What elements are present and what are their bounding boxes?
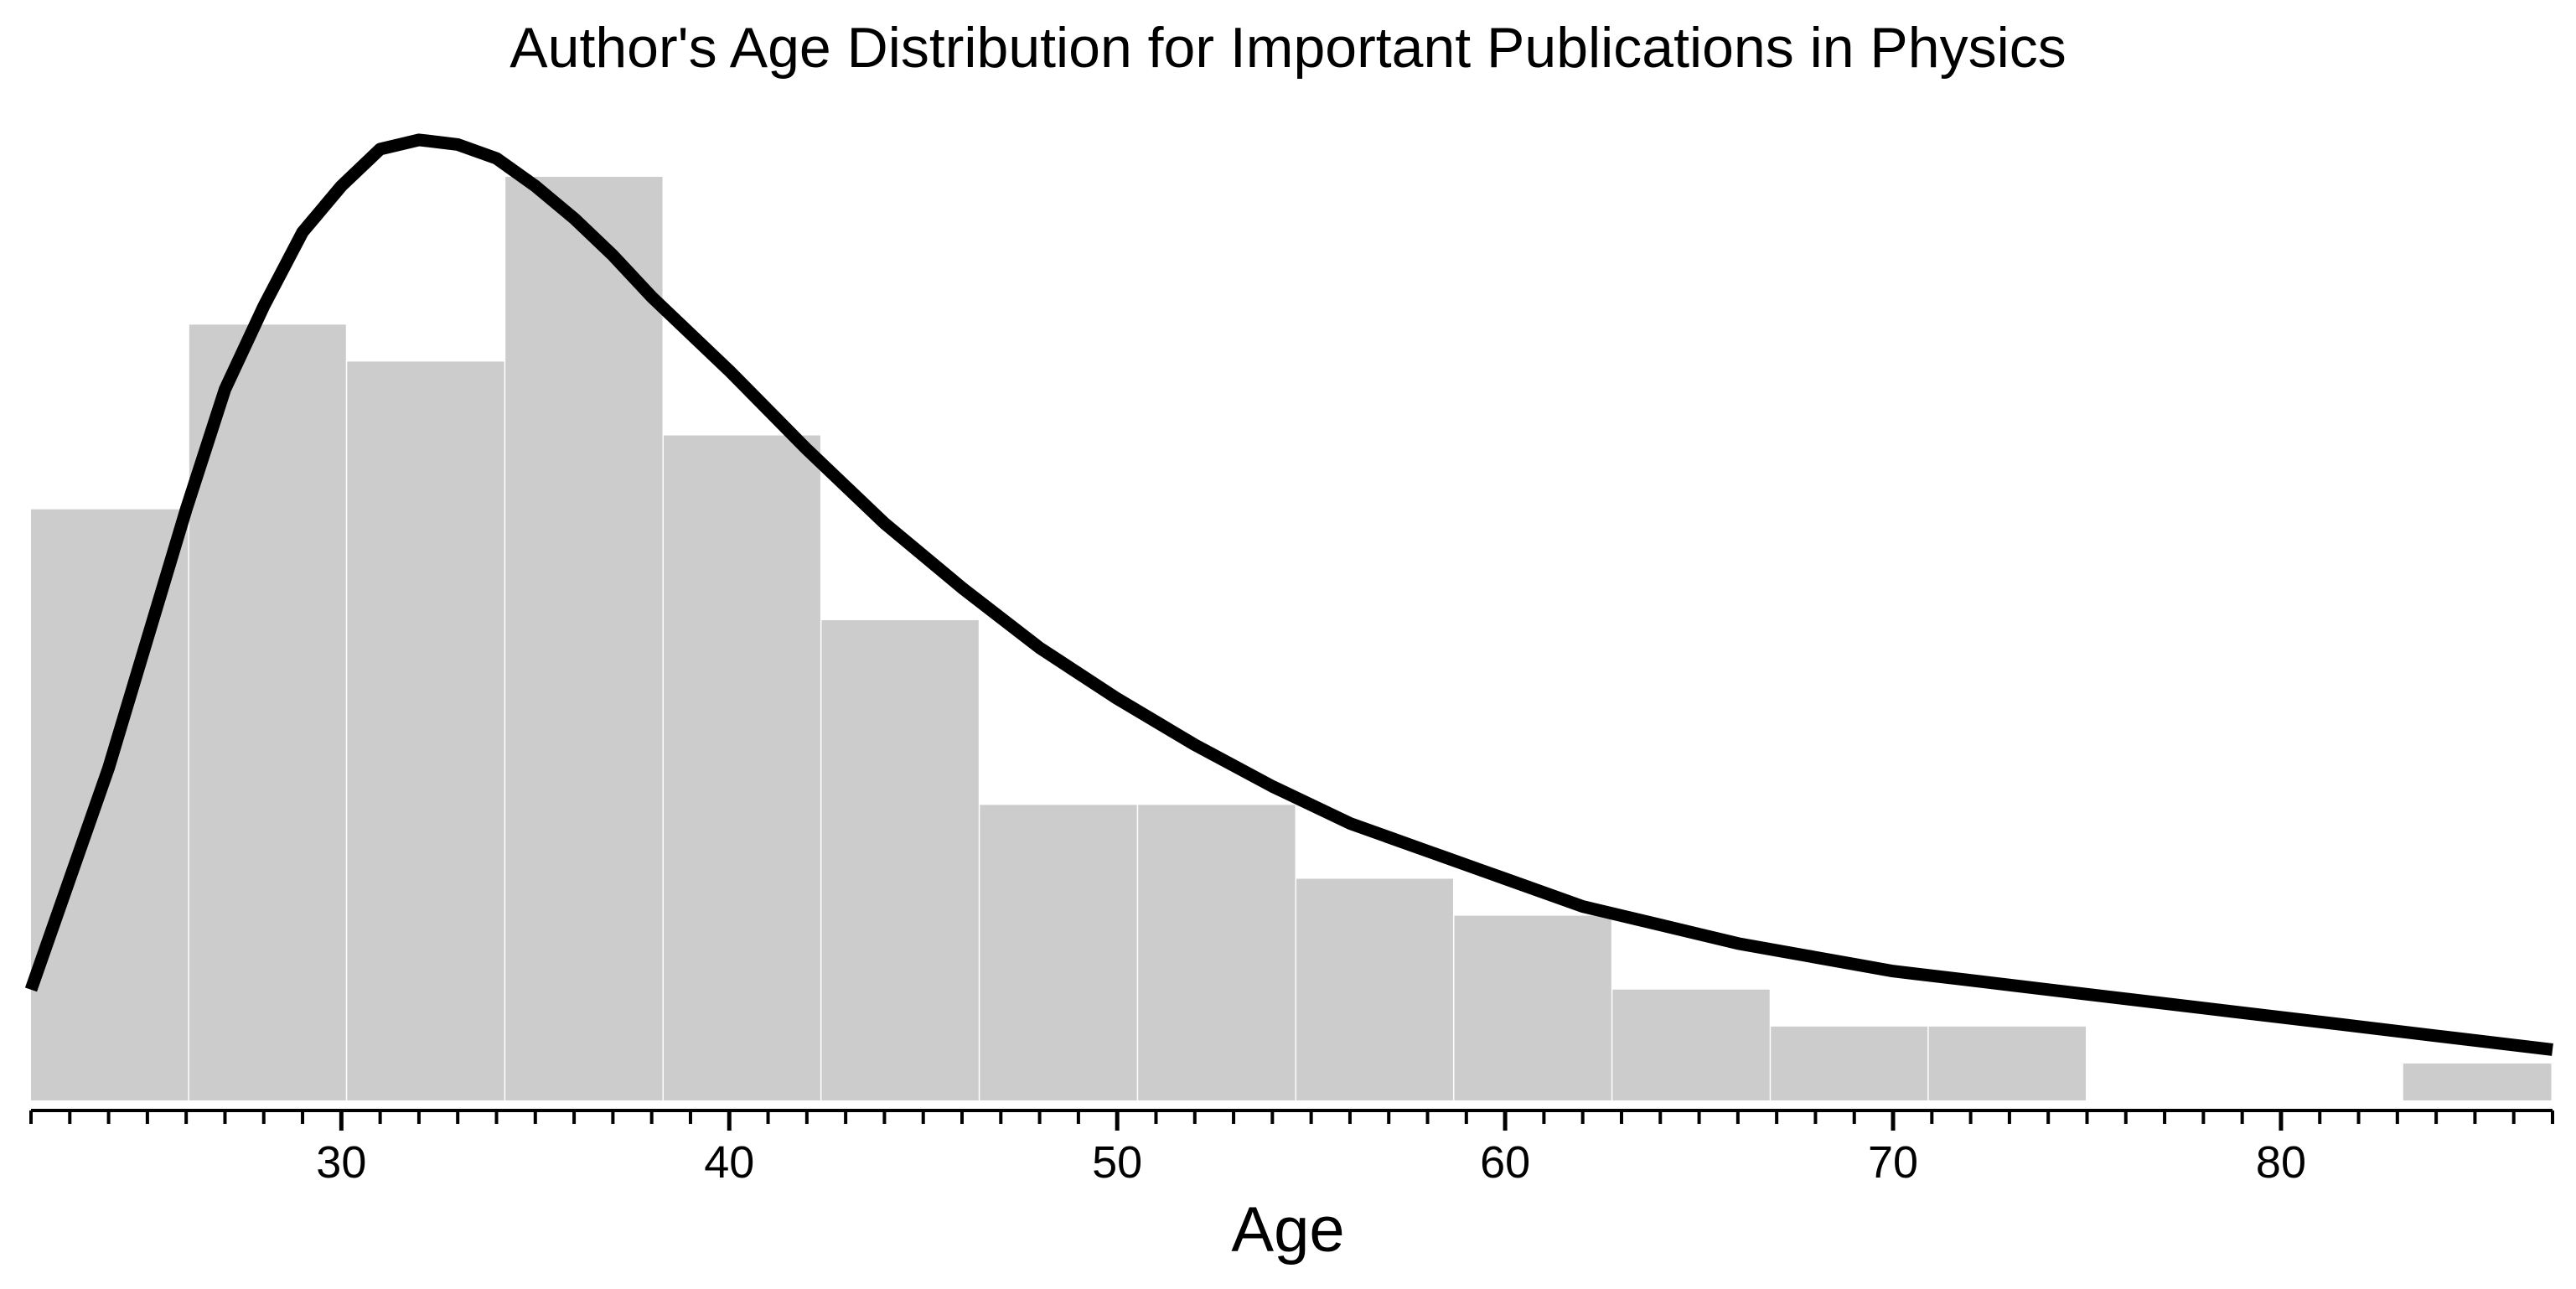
x-axis-label: Age — [1231, 1194, 1344, 1266]
x-tick-label: 70 — [1868, 1137, 1918, 1188]
x-tick-label: 40 — [704, 1137, 754, 1188]
chart-title: Author's Age Distribution for Important … — [510, 16, 2066, 80]
histogram-bar — [1296, 878, 1453, 1100]
histogram-bar — [1771, 1026, 1928, 1100]
x-tick-label: 80 — [2256, 1137, 2306, 1188]
histogram-bar — [1454, 915, 1611, 1100]
histogram-bar — [505, 177, 663, 1100]
histogram-bar — [189, 324, 346, 1100]
x-axis-ticks: 30 40 50 60 70 80 — [29, 1110, 2554, 1188]
histogram-bar — [980, 805, 1137, 1100]
histogram-bar — [347, 361, 504, 1100]
histogram-bar — [1928, 1026, 2086, 1100]
x-tick-label: 30 — [316, 1137, 366, 1188]
histogram-bar — [1612, 989, 1770, 1100]
density-curve — [24, 133, 2553, 1056]
x-tick-label: 50 — [1092, 1137, 1142, 1188]
histogram-bar — [1138, 805, 1296, 1100]
histogram-bar — [664, 435, 820, 1100]
histogram-bar — [821, 619, 979, 1100]
histogram-bar — [2403, 1063, 2552, 1100]
histogram-bars — [31, 177, 2552, 1100]
x-tick-label: 60 — [1480, 1137, 1530, 1188]
